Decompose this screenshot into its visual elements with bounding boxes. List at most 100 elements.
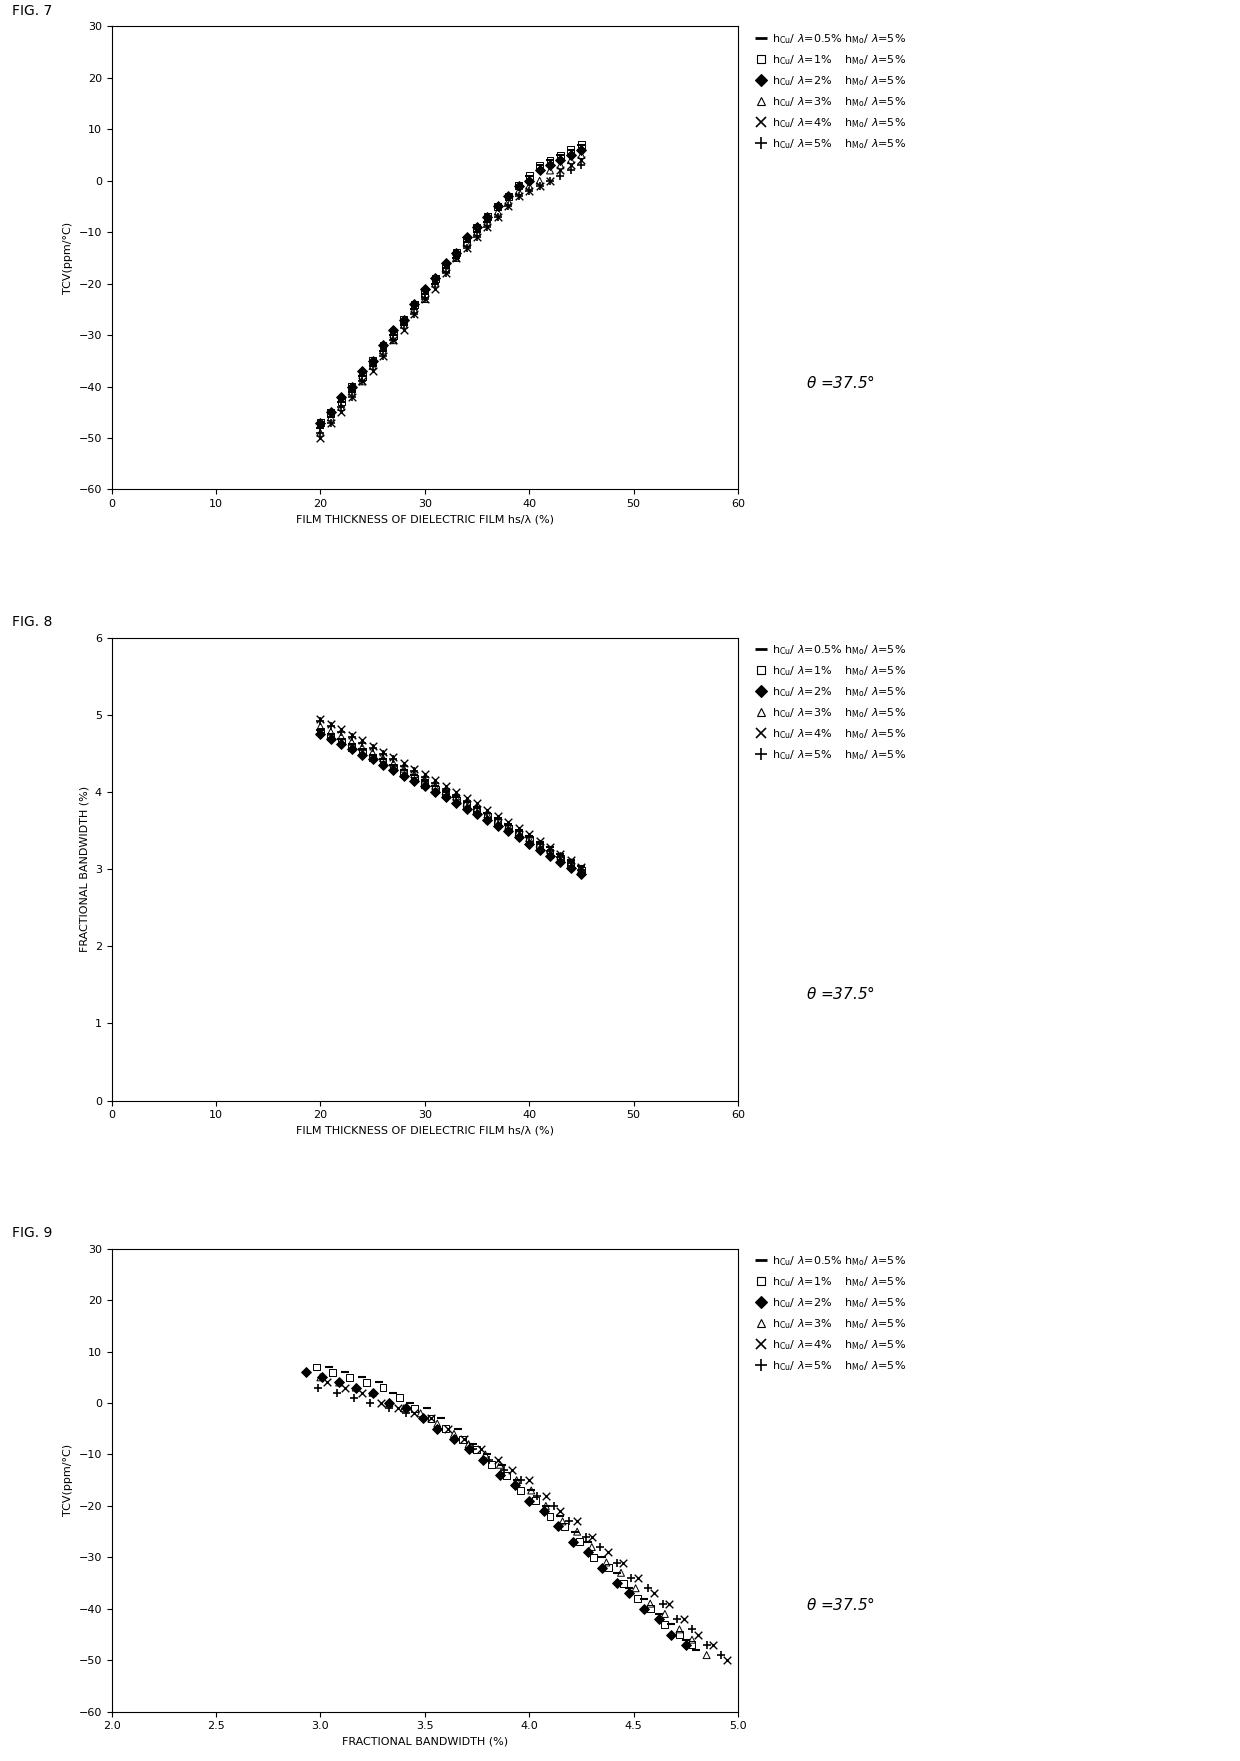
Point [425,269,445,298]
Point [712,1641,732,1669]
Point [352,363,372,391]
Point [567,1507,587,1536]
Point [670,1620,689,1648]
Point [572,130,591,158]
Point [362,1379,382,1407]
Point [310,424,330,453]
Point [529,836,549,865]
Point [505,1470,525,1499]
Point [330,1368,350,1396]
Legend: $\mathdefault{h_{Cu}}$/ $\lambda$=0.5% $\mathdefault{h_{Mo}}$/ $\lambda$=5%, $\m: $\mathdefault{h_{Cu}}$/ $\lambda$=0.5% $… [754,643,906,763]
Point [667,1604,687,1632]
Y-axis label: FRACTIONAL BANDWIDTH (%): FRACTIONAL BANDWIDTH (%) [79,785,89,953]
Point [415,275,435,303]
Point [352,368,372,396]
Point [490,1451,510,1479]
Point [521,1476,541,1504]
Point [508,173,528,201]
Point [474,1446,494,1474]
Point [321,409,341,437]
Point [435,259,455,287]
Point [394,306,414,335]
Point [444,1425,464,1453]
Point [396,1400,415,1428]
Point [456,234,476,262]
Point [321,403,341,431]
Point [342,377,362,405]
Point [572,856,591,884]
Point [477,208,497,236]
Point [309,1374,329,1402]
Point [306,1352,326,1381]
Point [435,254,455,282]
Point [331,718,351,747]
Point [477,213,497,241]
Point [415,766,435,794]
Point [321,398,341,426]
Point [446,782,466,810]
Point [446,239,466,268]
Point [620,1580,640,1608]
Point [529,173,549,201]
Point [446,1425,466,1453]
Point [498,181,518,210]
Point [544,1492,564,1520]
Point [310,409,330,437]
Point [551,842,570,870]
Point [697,1631,717,1659]
Point [551,842,570,870]
Point [511,1476,531,1504]
Point [477,805,497,833]
Point [352,368,372,396]
Point [379,1395,399,1423]
Point [572,141,591,169]
Point [310,718,330,747]
Point [373,342,393,370]
Point [529,151,549,180]
Point [383,745,403,773]
Point [498,808,518,836]
Point [541,157,560,185]
Point [536,1492,556,1520]
Point [413,1404,433,1432]
Point [655,1610,675,1638]
Point [551,1502,570,1530]
Point [362,738,382,766]
Point [477,203,497,231]
Point [362,731,382,759]
Point [560,136,580,164]
Point [673,1604,693,1632]
Point [342,731,362,759]
Point [310,720,330,748]
Point [352,1379,372,1407]
Y-axis label: TCV(ppm/°C): TCV(ppm/°C) [63,222,73,294]
Point [541,836,560,865]
Point [541,151,560,180]
Point [389,1384,409,1412]
Point [560,157,580,185]
Point [520,826,539,854]
Point [362,347,382,375]
Point [551,146,570,174]
Point [572,136,591,164]
Point [373,331,393,359]
Point [346,1374,366,1402]
Point [401,1389,420,1418]
Text: $\theta$ =37.5°: $\theta$ =37.5° [806,373,874,391]
Point [455,1425,475,1453]
Point [373,738,393,766]
Point [396,1395,415,1423]
Point [383,748,403,777]
Point [394,310,414,338]
Point [331,727,351,755]
Point [467,218,487,247]
Point [536,1492,556,1520]
Point [620,1574,640,1603]
Point [415,280,435,308]
Point [394,759,414,787]
Point [480,1446,500,1474]
Point [527,1481,547,1509]
Point [422,1404,441,1432]
Point [487,197,507,225]
Point [572,146,591,174]
